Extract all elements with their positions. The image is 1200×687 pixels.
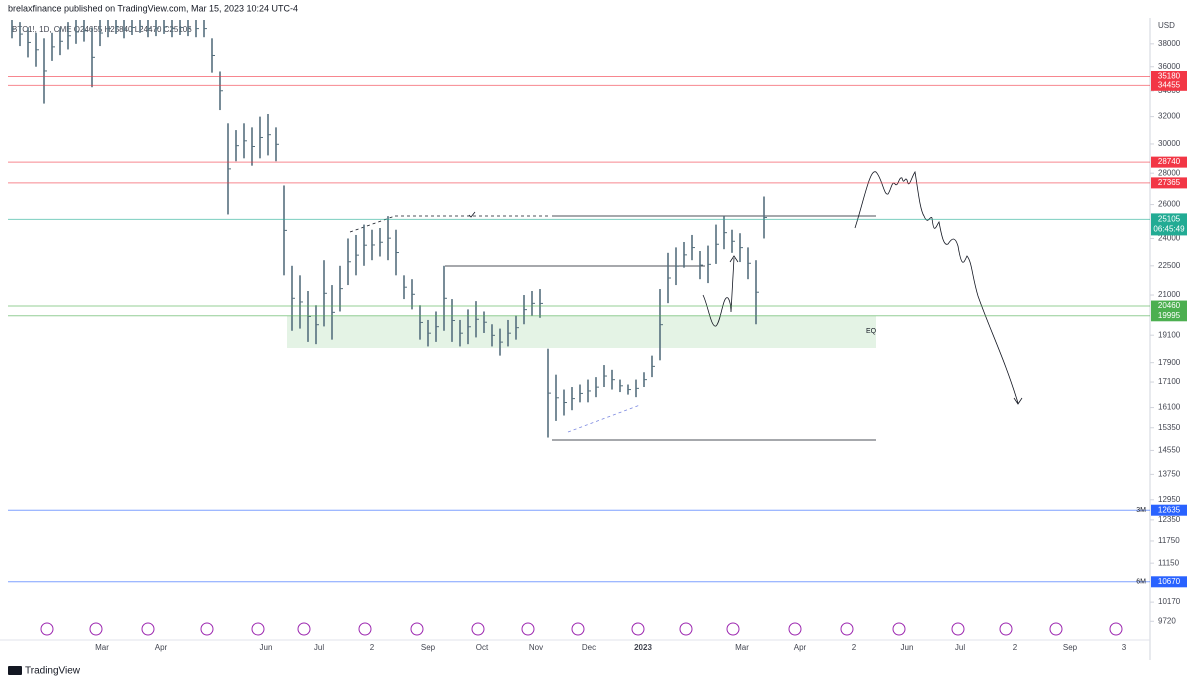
y-tick-label: 12950 [1158, 495, 1181, 504]
y-tick-label: 13750 [1158, 469, 1181, 478]
level-label-box [1151, 213, 1187, 236]
currency: USD [1158, 21, 1175, 30]
y-tick-label: 19100 [1158, 330, 1181, 339]
y-tick-label: 11150 [1158, 558, 1180, 567]
level-label: 12635 [1158, 505, 1181, 514]
x-tick-label: Mar [735, 643, 749, 652]
x-tick-label: 3 [1122, 643, 1127, 652]
level-tag: 6M [1136, 579, 1146, 586]
y-tick-label: 9720 [1158, 616, 1176, 625]
level-label: 27365 [1158, 178, 1181, 187]
x-tick-label: Jun [901, 643, 914, 652]
x-tick-label: Mar [95, 643, 109, 652]
level-label-box [1151, 177, 1187, 189]
y-tick-label: 32000 [1158, 112, 1181, 121]
eq-zone [287, 316, 876, 348]
level-label-box [1151, 300, 1187, 312]
footer-bar [0, 660, 1200, 682]
y-tick-label: 36000 [1158, 62, 1181, 71]
x-tick-label: 2 [370, 643, 375, 652]
y-tick-label: 38000 [1158, 39, 1181, 48]
brand: TradingView [25, 666, 81, 677]
x-tick-label: Jul [955, 643, 965, 652]
level-label: 20460 [1158, 301, 1181, 310]
bars [11, 20, 767, 438]
y-tick-label: 17900 [1158, 358, 1181, 367]
x-tick-label: Jul [314, 643, 324, 652]
x-tick-label: Dec [582, 643, 596, 652]
y-tick-label: 21000 [1158, 290, 1181, 299]
event-icons [40, 622, 1123, 636]
level-label-box [1151, 156, 1187, 168]
x-tick-label: 2 [852, 643, 857, 652]
y-tick-label: 12350 [1158, 515, 1181, 524]
y-tick-label: 28000 [1158, 168, 1181, 177]
y-tick-label: 16100 [1158, 403, 1181, 412]
y-tick-label: 26000 [1158, 200, 1181, 209]
level-label-box [1151, 576, 1187, 588]
y-tick-label: 15350 [1158, 423, 1181, 432]
y-tick-label: 30000 [1158, 139, 1181, 148]
level-label: 25105 [1158, 215, 1181, 224]
eq-label: EQ [866, 328, 877, 335]
level-countdown: 06:45:49 [1153, 225, 1185, 234]
x-tick-label: Sep [1063, 643, 1078, 652]
x-tick-label: Oct [476, 643, 489, 652]
y-tick-label: 22500 [1158, 261, 1181, 270]
level-label: 34455 [1158, 80, 1181, 89]
y-tick-label: 17100 [1158, 377, 1181, 386]
tv-logo [8, 666, 22, 675]
level-label-box [1151, 310, 1187, 322]
y-tick-label: 24000 [1158, 234, 1181, 243]
x-tick-label: 2023 [634, 643, 652, 652]
level-tag: 3M [1136, 507, 1146, 514]
x-tick-label: Apr [794, 643, 807, 652]
level-label: 10670 [1158, 577, 1181, 586]
y-tick-label: 14550 [1158, 446, 1181, 455]
level-label: 28740 [1158, 157, 1181, 166]
y-tick-label: 10170 [1158, 597, 1181, 606]
y-tick-label: 11750 [1158, 536, 1180, 545]
level-label-box [1151, 70, 1187, 82]
level-label: 19995 [1158, 311, 1181, 320]
level-label-box [1151, 79, 1187, 91]
x-tick-label: Nov [529, 643, 543, 652]
level-label: 35180 [1158, 72, 1181, 81]
publisher: brelaxfinance published on TradingView.c… [8, 3, 298, 13]
level-label-box [1151, 504, 1187, 516]
x-tick-label: Sep [421, 643, 436, 652]
x-tick-label: Jun [260, 643, 273, 652]
x-tick-label: 2 [1013, 643, 1018, 652]
symbol-info: BTC1!, 1D, CME O24655 H25840 L24470 C251… [12, 25, 192, 34]
x-tick-label: Apr [155, 643, 168, 652]
